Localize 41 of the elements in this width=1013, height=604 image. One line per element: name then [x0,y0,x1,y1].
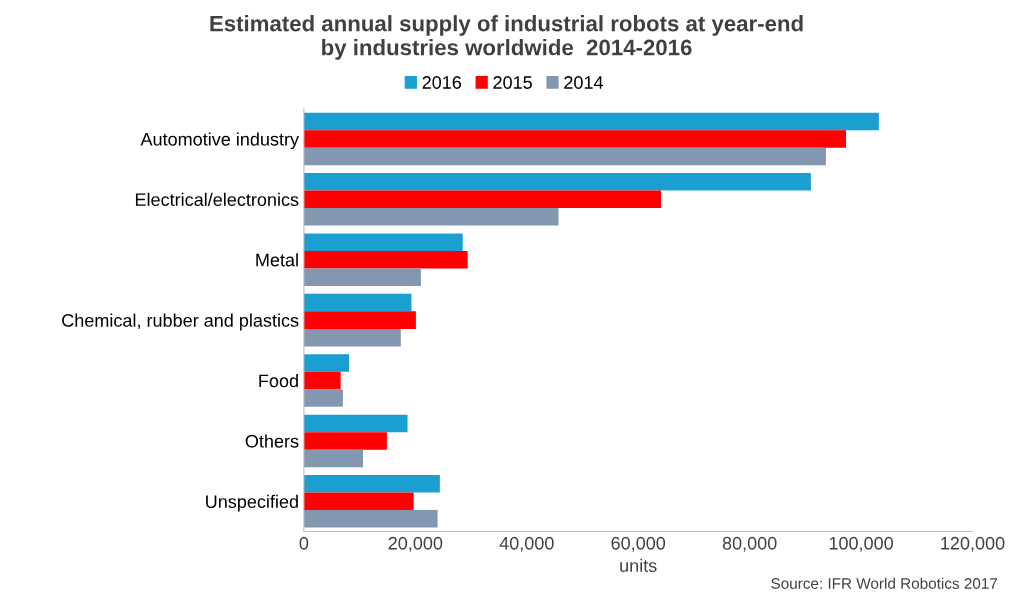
legend-label: 2014 [564,76,604,89]
bar [303,293,412,312]
x-tick-label: 80,000 [722,536,777,552]
y-tick-label: Automotive industry [140,132,300,150]
y-tick-label: Others [245,434,299,448]
bar [303,414,408,433]
bar [303,328,401,347]
bar [303,510,438,528]
y-tick-label: Unspecified [206,494,298,512]
bar [303,449,363,468]
bar [303,112,879,131]
x-axis-title: units [620,558,657,573]
x-tick-label: 20,000 [388,536,443,552]
bar [303,130,847,148]
bar [303,268,421,286]
source-note: Source: IFR World Robotics 2017 [771,577,998,589]
y-tick-label: Food [259,373,298,388]
x-tick-label: 120,000 [941,536,1005,552]
y-tick-label: Chemical, rubber and plastics [62,313,299,331]
bar [303,173,811,191]
x-tick-label: 0 [299,536,309,550]
bar [303,389,343,407]
x-tick-label: 40,000 [499,536,554,552]
bar [303,311,416,329]
chart-title: Estimated annual supply of industrial robots at year-end by industries worldwide 2014-2016 [210,15,803,60]
bar [303,233,463,251]
legend-label: 2016 [422,76,462,89]
x-tick-label: 60,000 [611,536,666,552]
bar [303,432,387,450]
x-tick-label: 100,000 [829,536,893,552]
bar [303,208,559,226]
y-tick-label: Metal [256,253,298,267]
y-tick-label: Electrical/electronics [135,192,299,207]
bar [303,371,341,390]
bar [303,475,440,493]
legend-label: 2015 [493,76,532,89]
bar [303,250,468,269]
bar [303,147,826,166]
bar [303,190,662,209]
bar [303,492,414,511]
bar [303,354,350,372]
